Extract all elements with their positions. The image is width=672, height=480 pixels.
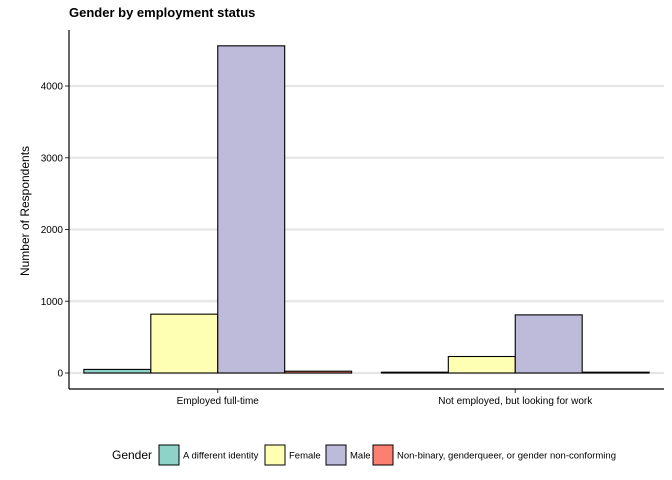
legend-label-4: Non-binary, genderqueer, or gender non-c… bbox=[397, 451, 616, 462]
legend-key-4 bbox=[372, 444, 394, 466]
bar-1-4 bbox=[284, 370, 353, 374]
legend-key-2 bbox=[264, 444, 286, 466]
bar-1-1 bbox=[83, 368, 152, 374]
legend-key-1 bbox=[158, 444, 180, 466]
y-tick-label: 1000 bbox=[41, 297, 64, 308]
axes bbox=[65, 30, 664, 393]
y-tick-label: 4000 bbox=[41, 82, 64, 93]
x-tick-label: Employed full-time bbox=[177, 396, 260, 407]
tick-labels: 0 1000 2000 3000 4000 Employed full-time Not e… bbox=[41, 82, 593, 408]
legend-title: Gender bbox=[112, 448, 152, 462]
legend: Gender A different identity Female Male Non-… bbox=[112, 444, 616, 466]
bar-2-2 bbox=[447, 355, 516, 374]
y-tick-label: 3000 bbox=[41, 153, 64, 164]
legend-key-3 bbox=[325, 444, 347, 466]
legend-label-1: A different identity bbox=[183, 451, 259, 462]
y-tick-label: 0 bbox=[57, 369, 63, 380]
bar-2-3 bbox=[514, 314, 583, 374]
legend-label-3: Male bbox=[350, 451, 371, 462]
y-axis-title: Number of Respondents bbox=[18, 146, 32, 276]
bar-1-2 bbox=[150, 313, 219, 374]
bar-1-3 bbox=[217, 45, 286, 374]
chart-title: Gender by employment status bbox=[69, 5, 255, 20]
legend-label-2: Female bbox=[289, 451, 321, 462]
y-tick-label: 2000 bbox=[41, 225, 64, 236]
bars bbox=[83, 45, 650, 374]
bar-2-1 bbox=[380, 371, 449, 374]
bar-2-4 bbox=[581, 371, 650, 374]
x-tick-label: Not employed, but looking for work bbox=[438, 396, 593, 407]
